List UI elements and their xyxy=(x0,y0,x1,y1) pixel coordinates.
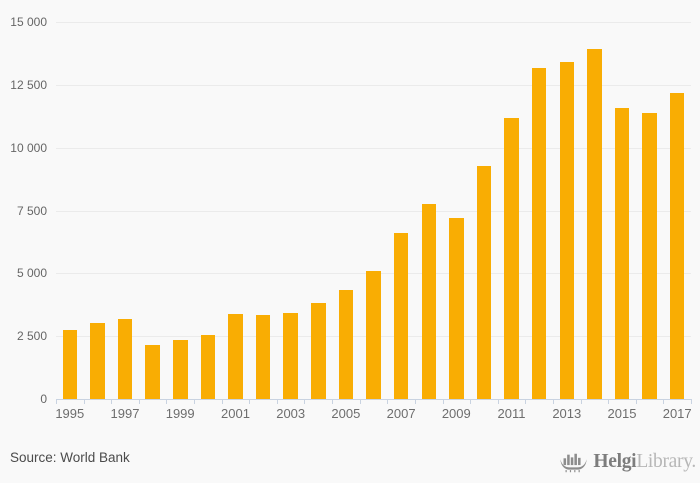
gridline-15000 xyxy=(56,22,691,23)
x-tick-label-1997: 1997 xyxy=(110,406,140,421)
logo-wordmark: HelgiLibrary. xyxy=(593,449,696,475)
x-axis-tick xyxy=(552,399,554,404)
helgi-library-logo[interactable]: HelgiLibrary. xyxy=(559,446,696,478)
bar-2013[interactable] xyxy=(559,62,574,399)
bar-1999[interactable] xyxy=(173,339,188,399)
x-axis-tick xyxy=(332,399,334,404)
logo-text-secondary: Library. xyxy=(636,451,696,472)
y-tick-label-10000: 10 000 xyxy=(10,140,47,155)
x-axis-tick xyxy=(387,399,389,404)
y-tick-label-2500: 2 500 xyxy=(16,329,47,344)
x-tick-label-2017: 2017 xyxy=(662,406,692,421)
bar-2010[interactable] xyxy=(476,165,492,399)
x-axis-tick xyxy=(525,399,527,404)
x-axis-tick xyxy=(359,399,361,404)
bar-2017[interactable] xyxy=(669,93,685,399)
y-tick-label-12500: 12 500 xyxy=(10,77,47,92)
bar-1996[interactable] xyxy=(90,323,105,399)
x-axis-tick xyxy=(580,399,582,404)
bar-1998[interactable] xyxy=(145,345,160,399)
y-tick-label-5000: 5 000 xyxy=(16,266,47,281)
x-axis-tick xyxy=(304,399,306,404)
x-tick-label-2003: 2003 xyxy=(276,406,306,421)
logo-text-primary: Helgi xyxy=(593,451,637,472)
bar-1997[interactable] xyxy=(117,319,133,399)
x-tick-label-2015: 2015 xyxy=(607,406,637,421)
bar-2006[interactable] xyxy=(366,270,381,399)
y-tick-label-0: 0 xyxy=(40,392,47,406)
bar-2005[interactable] xyxy=(338,290,354,399)
gridline-10000 xyxy=(56,147,691,149)
x-axis-tick xyxy=(414,399,416,404)
bar-2014[interactable] xyxy=(587,49,602,399)
x-axis-tick xyxy=(249,399,251,404)
bar-2007[interactable] xyxy=(393,233,409,399)
bar-2009[interactable] xyxy=(449,218,464,399)
helgi-ship-icon xyxy=(559,449,588,478)
x-tick-label-2005: 2005 xyxy=(331,406,361,421)
x-tick-label-2007: 2007 xyxy=(386,406,416,421)
bar-2003[interactable] xyxy=(283,313,298,399)
x-tick-label-2013: 2013 xyxy=(552,406,582,421)
bar-2015[interactable] xyxy=(614,107,630,399)
bar-2000[interactable] xyxy=(200,335,216,399)
x-axis-tick xyxy=(635,399,637,404)
x-axis-tick xyxy=(83,399,85,404)
x-axis-tick xyxy=(442,399,444,404)
x-axis-tick xyxy=(608,399,610,404)
bar-2004[interactable] xyxy=(311,303,326,399)
gridline-12500 xyxy=(56,84,691,86)
x-tick-label-1995: 1995 xyxy=(55,406,85,421)
bar-2011[interactable] xyxy=(504,117,519,399)
x-axis-tick xyxy=(194,399,196,404)
x-axis-tick xyxy=(276,399,278,404)
y-tick-label-7500: 7 500 xyxy=(16,203,47,218)
x-axis-tick xyxy=(111,399,113,404)
bar-2012[interactable] xyxy=(531,67,547,399)
x-tick-label-2011: 2011 xyxy=(497,406,526,421)
x-axis-tick xyxy=(663,399,665,404)
bar-2016[interactable] xyxy=(642,112,657,399)
x-axis-tick xyxy=(138,399,140,404)
x-axis-tick xyxy=(470,399,472,404)
x-axis-tick xyxy=(56,399,57,404)
bar-2002[interactable] xyxy=(255,315,271,399)
x-axis-line xyxy=(56,399,691,400)
bar-2008[interactable] xyxy=(421,203,436,399)
y-tick-label-15000: 15 000 xyxy=(10,15,47,29)
bar-1995[interactable] xyxy=(62,330,78,399)
x-axis-tick xyxy=(221,399,223,404)
x-axis-tick xyxy=(691,399,692,404)
x-tick-label-2009: 2009 xyxy=(441,406,471,421)
x-axis-tick xyxy=(166,399,168,404)
x-tick-label-1999: 1999 xyxy=(165,406,195,421)
gridline-7500 xyxy=(56,210,691,212)
x-axis-tick xyxy=(497,399,499,404)
source-label: Source: World Bank xyxy=(10,450,130,465)
bar-2001[interactable] xyxy=(228,314,243,399)
x-tick-label-2001: 2001 xyxy=(221,406,250,421)
